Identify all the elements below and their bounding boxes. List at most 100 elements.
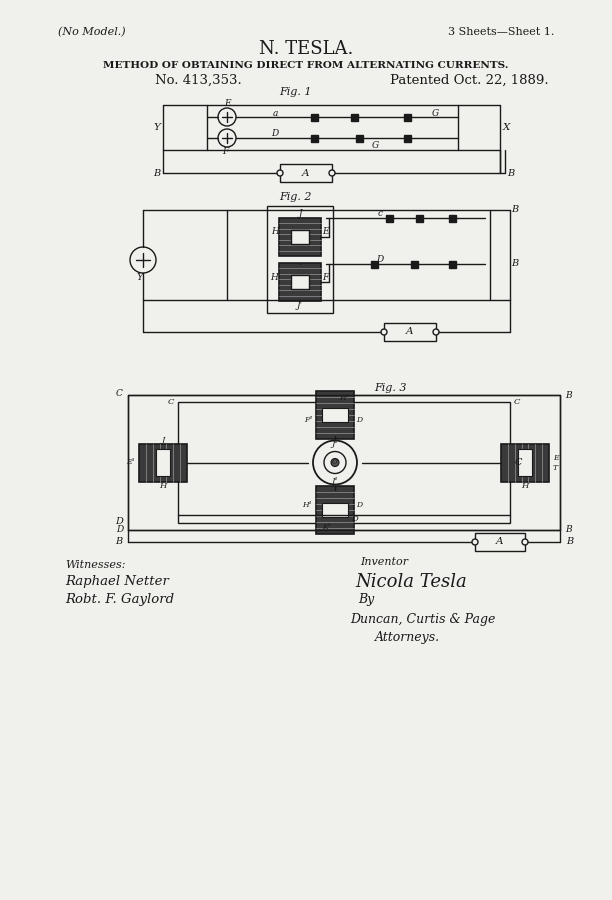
Text: Robt. F. Gaylord: Robt. F. Gaylord xyxy=(65,593,174,607)
Bar xyxy=(139,444,187,482)
Text: B: B xyxy=(565,391,572,400)
Bar xyxy=(387,214,394,221)
Bar xyxy=(405,113,411,121)
Text: J¹: J¹ xyxy=(332,477,338,485)
Bar xyxy=(518,449,532,476)
Text: (No Model.): (No Model.) xyxy=(58,27,125,37)
Bar xyxy=(312,134,318,141)
Bar xyxy=(312,113,318,121)
Text: Inventor: Inventor xyxy=(360,557,408,567)
Text: Fig. 2: Fig. 2 xyxy=(278,192,312,202)
Text: Y: Y xyxy=(136,274,143,283)
Text: B: B xyxy=(512,259,518,268)
Text: a: a xyxy=(272,109,278,118)
Text: J: J xyxy=(162,436,165,444)
Text: J: J xyxy=(298,209,302,218)
Bar xyxy=(128,395,560,530)
Circle shape xyxy=(277,170,283,176)
Text: K¹: K¹ xyxy=(323,523,331,531)
Bar xyxy=(384,323,436,341)
Text: H': H' xyxy=(270,273,280,282)
Circle shape xyxy=(522,539,528,545)
Text: N. TESLA.: N. TESLA. xyxy=(259,40,353,58)
Text: E: E xyxy=(322,228,328,237)
Circle shape xyxy=(313,440,357,484)
Text: D: D xyxy=(115,518,123,526)
Text: C: C xyxy=(514,398,520,406)
Text: Duncan, Curtis & Page: Duncan, Curtis & Page xyxy=(350,613,495,626)
Bar xyxy=(449,260,457,267)
Text: H²: H² xyxy=(339,394,349,402)
Text: c: c xyxy=(378,210,382,219)
Text: Witnesses:: Witnesses: xyxy=(65,560,125,570)
Text: D: D xyxy=(352,515,359,523)
Text: O: O xyxy=(332,458,338,466)
Text: C: C xyxy=(515,458,523,467)
Bar xyxy=(405,134,411,141)
Bar xyxy=(280,164,332,182)
Circle shape xyxy=(130,247,156,273)
Text: A: A xyxy=(496,537,504,546)
Bar xyxy=(156,449,170,476)
Bar xyxy=(316,486,354,534)
Text: E¹: E¹ xyxy=(126,458,135,466)
Text: H¹: H¹ xyxy=(302,501,312,509)
Bar xyxy=(322,503,348,517)
Text: H: H xyxy=(521,482,529,490)
Text: B: B xyxy=(565,526,572,535)
Text: C: C xyxy=(116,389,123,398)
Bar xyxy=(322,408,348,422)
Text: H: H xyxy=(271,228,279,237)
Text: 3 Sheets—Sheet 1.: 3 Sheets—Sheet 1. xyxy=(447,27,554,37)
Text: T: T xyxy=(553,464,558,473)
Circle shape xyxy=(381,329,387,335)
Text: B: B xyxy=(566,537,573,546)
Bar xyxy=(351,113,359,121)
Text: H: H xyxy=(159,482,166,490)
Text: B: B xyxy=(507,168,515,177)
Text: J²: J² xyxy=(332,440,338,448)
Text: E: E xyxy=(224,100,230,109)
Circle shape xyxy=(218,129,236,147)
Text: Fig. 3: Fig. 3 xyxy=(374,383,406,393)
Bar xyxy=(279,218,321,256)
Text: D: D xyxy=(356,501,362,509)
Text: Attorneys.: Attorneys. xyxy=(375,631,440,644)
Text: Patented Oct. 22, 1889.: Patented Oct. 22, 1889. xyxy=(390,74,548,86)
Bar xyxy=(357,134,364,141)
Text: G: G xyxy=(431,109,439,118)
Bar xyxy=(279,263,321,301)
Text: B: B xyxy=(512,205,518,214)
Bar xyxy=(411,260,419,267)
Text: G: G xyxy=(371,141,379,150)
Bar xyxy=(178,402,510,523)
Text: D: D xyxy=(376,256,384,265)
Text: J': J' xyxy=(297,302,303,310)
Text: X: X xyxy=(502,123,510,132)
Bar xyxy=(449,214,457,221)
Text: C: C xyxy=(168,398,174,406)
Text: Fig. 1: Fig. 1 xyxy=(278,87,312,97)
Text: A: A xyxy=(302,168,310,177)
Text: D: D xyxy=(271,130,278,139)
Bar xyxy=(207,105,458,150)
Circle shape xyxy=(329,170,335,176)
Text: Raphael Netter: Raphael Netter xyxy=(65,575,169,589)
Text: METHOD OF OBTAINING DIRECT FROM ALTERNATING CURRENTS.: METHOD OF OBTAINING DIRECT FROM ALTERNAT… xyxy=(103,60,509,69)
Circle shape xyxy=(472,539,478,545)
Text: Nicola Tesla: Nicola Tesla xyxy=(355,573,467,591)
Bar xyxy=(417,214,424,221)
Bar xyxy=(371,260,378,267)
Text: E: E xyxy=(553,454,559,463)
Circle shape xyxy=(218,108,236,126)
Bar xyxy=(227,210,490,300)
Text: No. 413,353.: No. 413,353. xyxy=(155,74,242,86)
Text: Y: Y xyxy=(154,123,160,132)
Bar xyxy=(475,533,525,551)
Text: F²: F² xyxy=(304,416,312,424)
Bar xyxy=(501,444,549,482)
Circle shape xyxy=(433,329,439,335)
Text: D: D xyxy=(116,526,123,535)
Bar xyxy=(316,391,354,439)
Circle shape xyxy=(331,458,339,466)
